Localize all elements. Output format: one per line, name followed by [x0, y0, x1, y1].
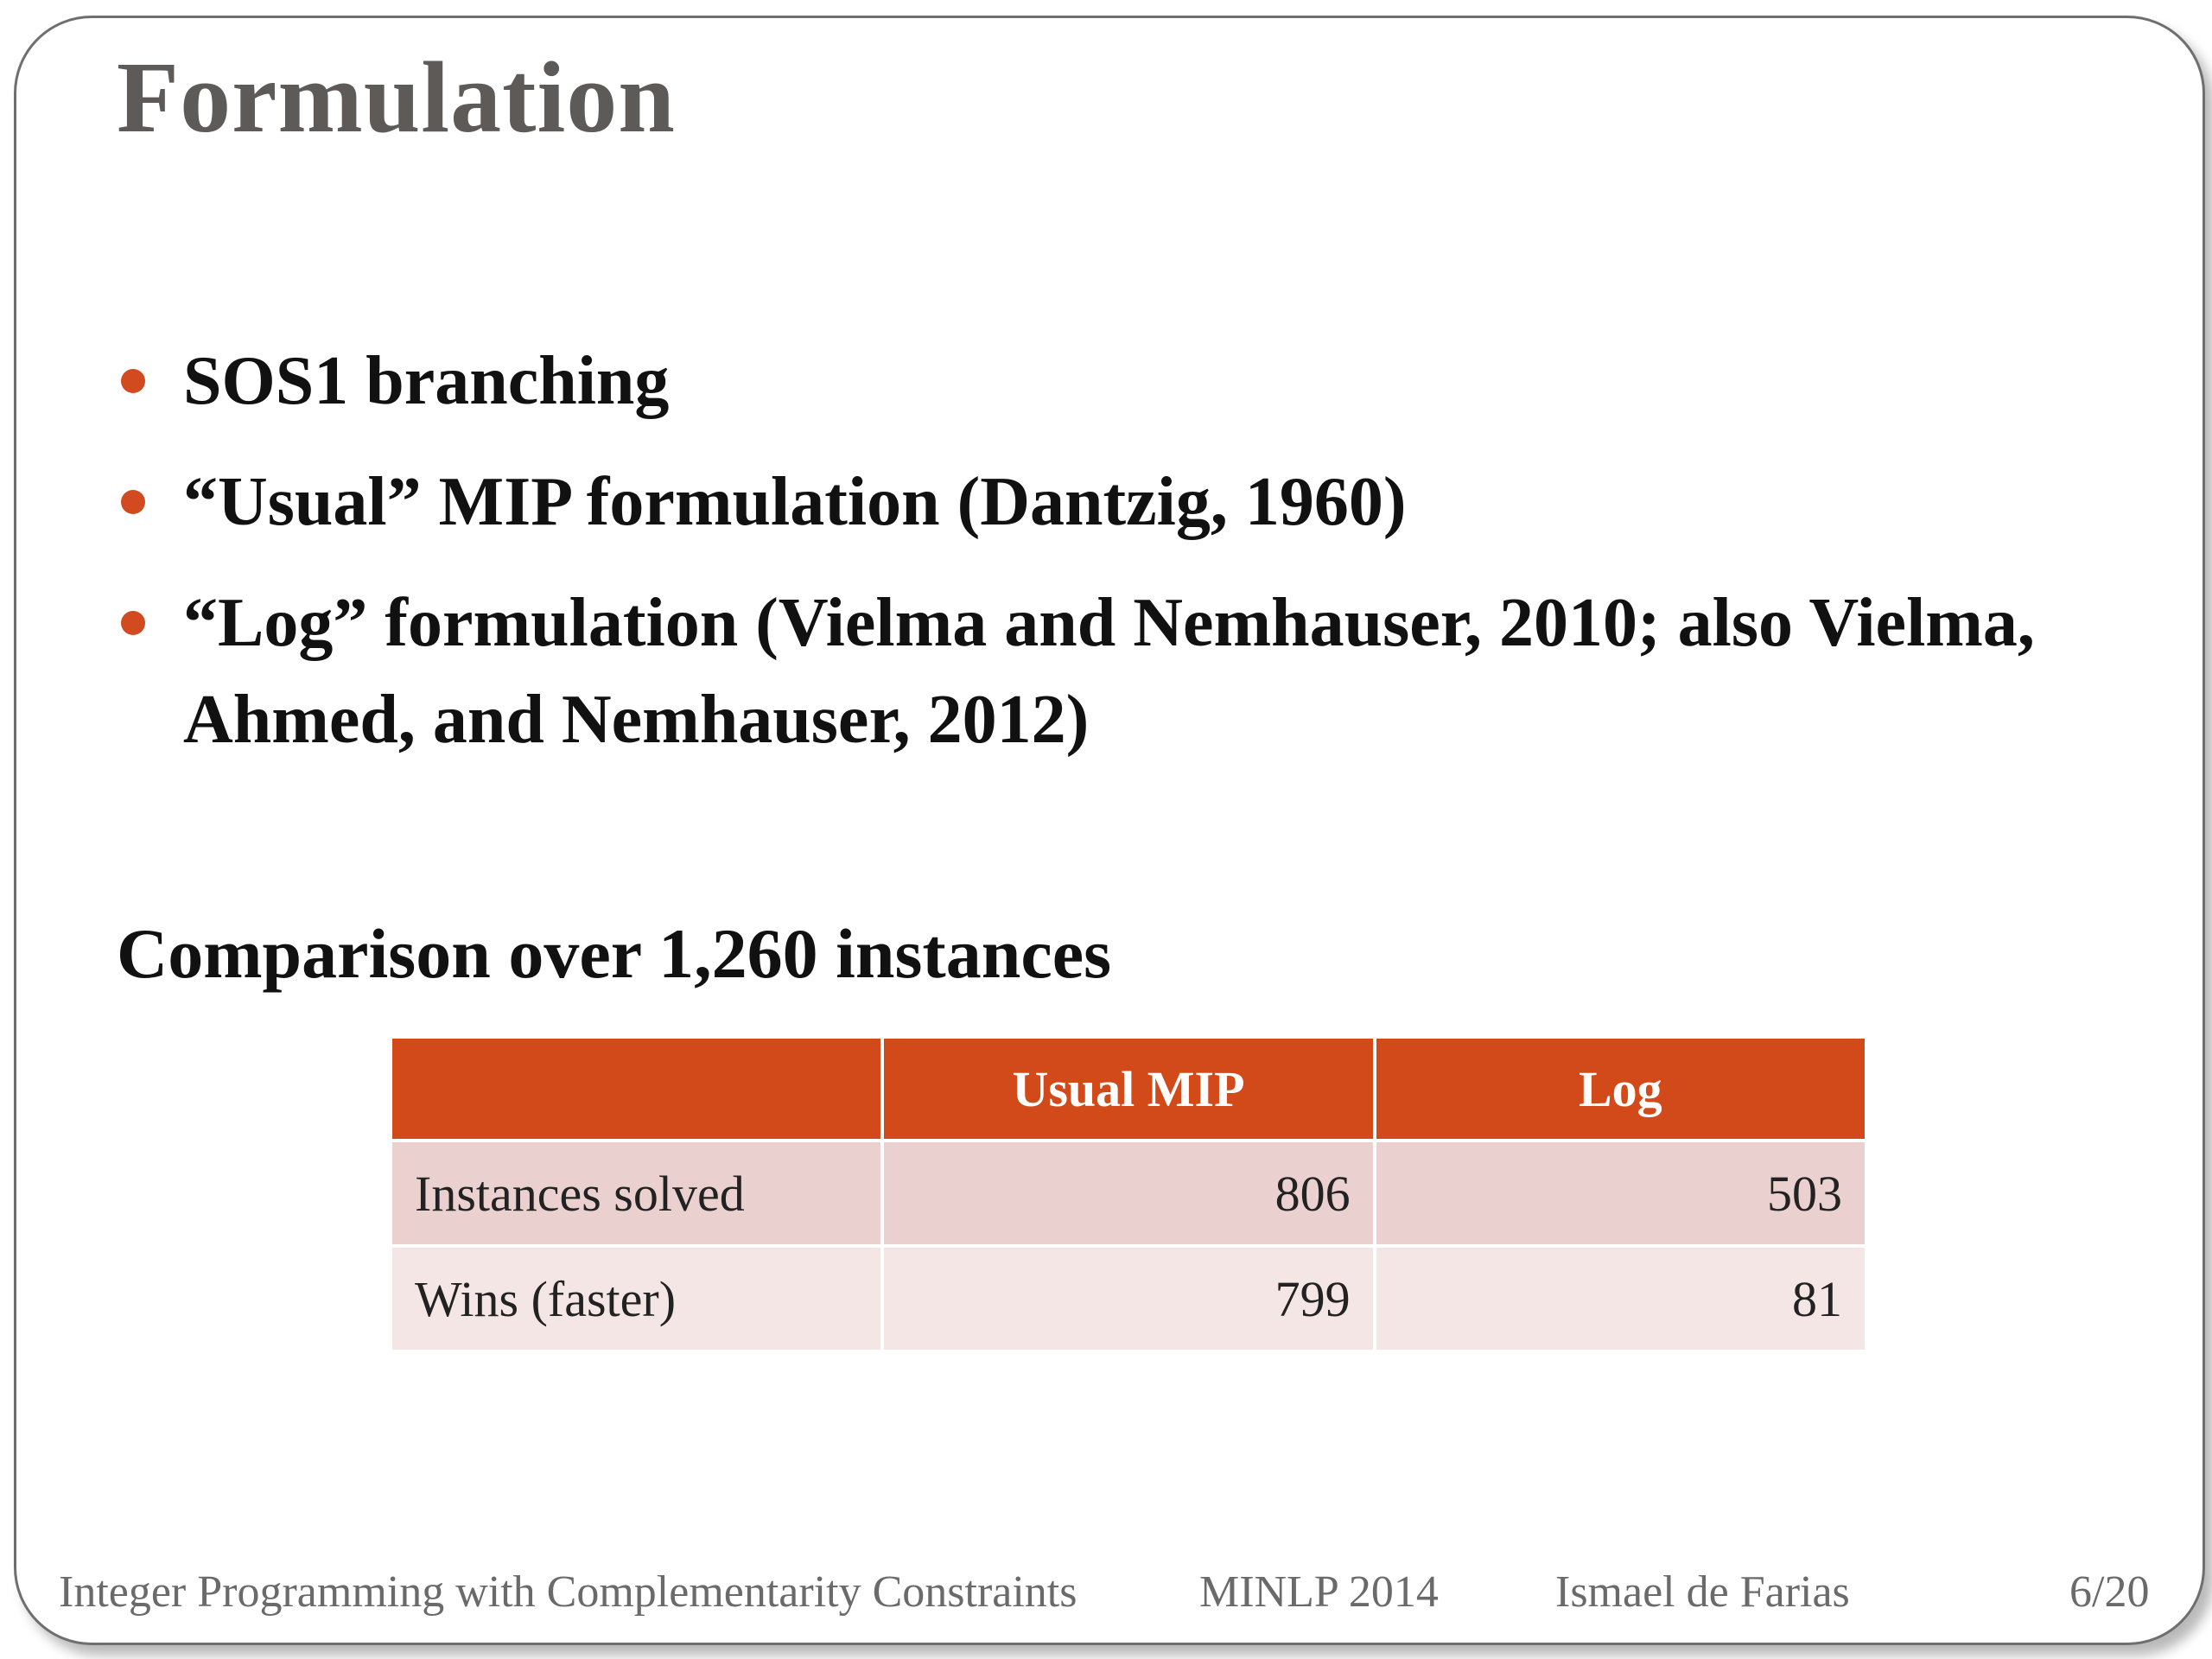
- bullet-text: “Log” formulation (Vielma and Nemhauser,…: [183, 585, 2035, 758]
- footer-page-number: 6/20: [2069, 1567, 2150, 1617]
- footer-talk-title: Integer Programming with Complementarity…: [59, 1567, 1077, 1617]
- footer-conference: MINLP 2014: [1199, 1567, 1439, 1617]
- footer-author: Ismael de Farias: [1555, 1567, 1850, 1617]
- bullet-dot-icon: [121, 611, 145, 635]
- comparison-heading: Comparison over 1,260 instances: [117, 914, 1112, 993]
- row-label: Wins (faster): [392, 1248, 881, 1350]
- bullet-dot-icon: [121, 490, 145, 514]
- bullet-list: SOS1 branching “Usual” MIP formulation (…: [112, 333, 2100, 792]
- bullet-text: SOS1 branching: [183, 343, 670, 419]
- bullet-item: “Log” formulation (Vielma and Nemhauser,…: [112, 575, 2100, 768]
- bullet-item: “Usual” MIP formulation (Dantzig, 1960): [112, 454, 2100, 550]
- slide-title: Formulation: [117, 41, 676, 154]
- log-value: 81: [1376, 1248, 1865, 1350]
- bullet-dot-icon: [121, 369, 145, 393]
- table-header-blank: [392, 1039, 881, 1139]
- table-header-log: Log: [1376, 1039, 1865, 1139]
- table-row: Instances solved 806 503: [392, 1142, 1865, 1244]
- table-header-usual-mip: Usual MIP: [884, 1039, 1373, 1139]
- comparison-table: Usual MIP Log Instances solved 806 503 W…: [389, 1035, 1868, 1353]
- usual-mip-value: 799: [884, 1248, 1373, 1350]
- table-header-row: Usual MIP Log: [392, 1039, 1865, 1139]
- row-label: Instances solved: [392, 1142, 881, 1244]
- bullet-text: “Usual” MIP formulation (Dantzig, 1960): [183, 464, 1407, 540]
- log-value: 503: [1376, 1142, 1865, 1244]
- usual-mip-value: 806: [884, 1142, 1373, 1244]
- slide-frame: [14, 16, 2205, 1645]
- bullet-item: SOS1 branching: [112, 333, 2100, 429]
- table-row: Wins (faster) 799 81: [392, 1248, 1865, 1350]
